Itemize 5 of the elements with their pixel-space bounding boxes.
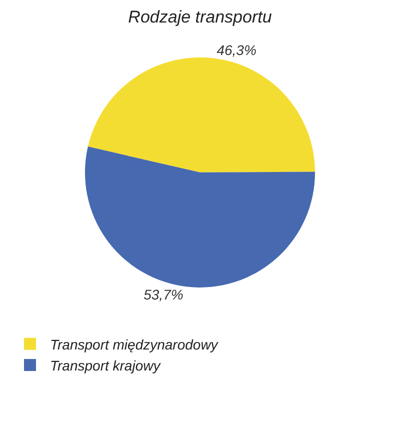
data-label: 53,7% [144,286,184,303]
chart-title: Rodzaje transportu [128,8,272,27]
legend-label: Transport międzynarodowy [50,336,219,352]
data-label: 46,3% [216,42,256,58]
legend-label: Transport krajowy [50,358,162,374]
